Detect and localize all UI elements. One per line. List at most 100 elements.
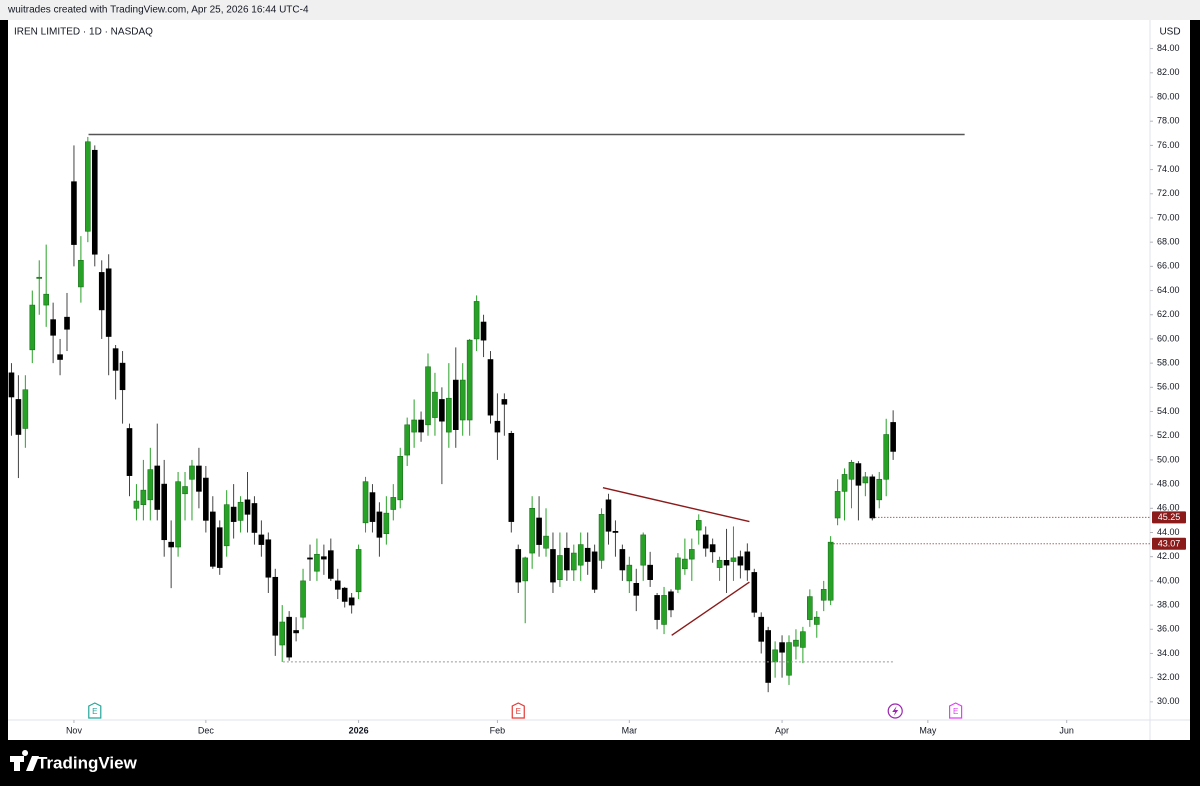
candle-body xyxy=(8,372,15,398)
candle-body xyxy=(140,489,147,505)
candle-body xyxy=(397,455,404,501)
candle-body xyxy=(702,534,709,549)
x-tick-label: Dec xyxy=(198,725,215,735)
candle-body xyxy=(487,359,494,416)
candle-body xyxy=(244,499,251,515)
candle-body xyxy=(189,465,195,480)
candle-body xyxy=(876,478,883,501)
event-badge xyxy=(88,702,102,719)
candle-body xyxy=(376,511,383,538)
candle-body xyxy=(175,481,181,548)
candle-body xyxy=(112,348,119,371)
candle-body xyxy=(251,503,258,533)
candle-body xyxy=(869,476,876,519)
x-tick-label: 2026 xyxy=(349,725,369,735)
candle-body xyxy=(418,419,424,433)
event-label: E xyxy=(516,707,521,716)
candle-body xyxy=(341,587,348,602)
candle-body xyxy=(841,474,848,492)
y-tick-label: 60.00 xyxy=(1157,333,1180,343)
candle-body xyxy=(154,465,161,510)
y-tick-label: 84.00 xyxy=(1157,43,1180,53)
candle-body xyxy=(98,272,105,311)
candle-body xyxy=(570,552,577,571)
candle-body xyxy=(22,389,29,429)
candle-body xyxy=(237,501,244,521)
currency: USD xyxy=(1159,27,1180,38)
candle-body xyxy=(85,141,91,232)
candle-body xyxy=(779,642,785,653)
candle-body xyxy=(161,483,168,541)
candle-body xyxy=(293,630,299,634)
candle-body xyxy=(813,616,820,625)
candle-body xyxy=(550,549,556,583)
x-tick-label: May xyxy=(919,725,937,735)
candle-body xyxy=(800,631,806,648)
candle-body xyxy=(716,560,723,568)
candle-body xyxy=(64,316,70,330)
candle-body xyxy=(209,511,216,567)
x-tick-label: Mar xyxy=(622,725,638,735)
candle-body xyxy=(15,399,22,435)
candle-body xyxy=(883,434,889,480)
candle-body xyxy=(196,465,202,492)
candle-body xyxy=(126,428,133,476)
candle-body xyxy=(182,486,188,495)
y-tick-label: 82.00 xyxy=(1157,67,1180,77)
candle-body xyxy=(314,553,320,572)
candle-body xyxy=(890,422,896,452)
candle-body xyxy=(133,500,140,509)
candle-body xyxy=(786,642,792,676)
plot-area xyxy=(8,136,896,693)
y-tick-label: 66.00 xyxy=(1157,261,1180,271)
drawn-line xyxy=(602,487,750,523)
level-tag xyxy=(1152,537,1186,550)
candle-body xyxy=(328,550,334,579)
y-tick-label: 70.00 xyxy=(1157,212,1180,222)
candle-body xyxy=(258,534,265,545)
y-tick-label: 64.00 xyxy=(1157,285,1180,295)
candle-body xyxy=(439,399,445,422)
y-tick-label: 36.00 xyxy=(1157,624,1180,634)
candle-body xyxy=(557,555,563,580)
candle-body xyxy=(536,517,542,545)
candle-body xyxy=(272,576,279,636)
candle-body xyxy=(321,556,327,560)
brand: TradingView xyxy=(10,750,138,772)
candle-body xyxy=(848,462,855,480)
candle-body xyxy=(432,391,438,418)
candle-body xyxy=(675,557,681,590)
candle-body xyxy=(307,557,313,560)
candle-body xyxy=(411,419,417,433)
candle-body xyxy=(820,589,827,601)
y-tick-label: 32.00 xyxy=(1157,672,1180,682)
candle-body xyxy=(827,541,834,601)
candle-body xyxy=(383,512,390,535)
candle-body xyxy=(689,549,695,560)
candle-body xyxy=(855,463,862,486)
candle-body xyxy=(640,534,647,566)
y-tick-label: 34.00 xyxy=(1157,648,1180,658)
y-tick-label: 74.00 xyxy=(1157,164,1180,174)
level-label: 45.25 xyxy=(1158,512,1181,522)
candle-body xyxy=(494,420,501,433)
candle-body xyxy=(452,379,459,430)
event-badge xyxy=(949,702,963,719)
y-tick-label: 56.00 xyxy=(1157,382,1180,392)
x-tick-label: Feb xyxy=(490,725,506,735)
candle-body xyxy=(203,477,209,521)
candle-body xyxy=(147,469,154,501)
drawn-line xyxy=(671,581,750,636)
y-tick-label: 50.00 xyxy=(1157,454,1180,464)
candle-body xyxy=(709,544,716,553)
candle-body xyxy=(584,547,591,562)
brand-name: TradingView xyxy=(37,753,138,772)
candle-body xyxy=(765,630,771,683)
y-tick-label: 72.00 xyxy=(1157,188,1180,198)
event-badge xyxy=(511,702,525,719)
candle-body xyxy=(598,514,605,561)
candle-body xyxy=(168,541,174,548)
candle-body xyxy=(793,639,799,647)
candle-body xyxy=(591,551,598,590)
logo xyxy=(10,750,39,771)
